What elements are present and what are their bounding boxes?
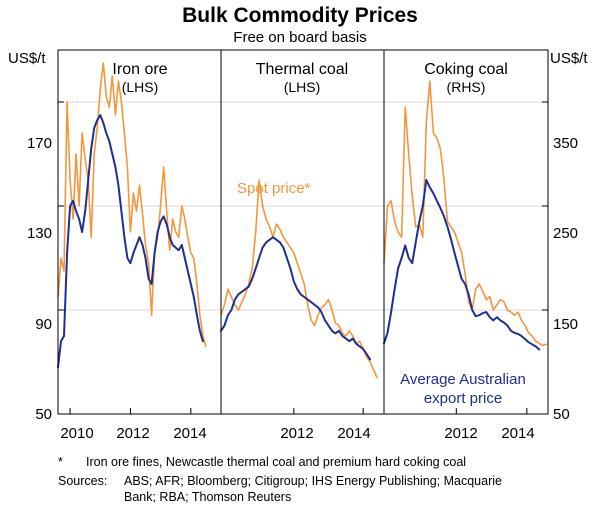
coking-coal-spot-price-line — [383, 80, 548, 347]
right-tick-label-350: 350 — [553, 135, 578, 152]
left-tick-label-50: 50 — [35, 406, 52, 423]
left-tick-label-130: 130 — [27, 225, 52, 242]
sources-label: Sources: — [58, 474, 107, 488]
spot-price-label: Spot price* — [237, 180, 311, 197]
sources-line-2: Bank; RBA; Thomson Reuters — [124, 490, 291, 504]
gridlines — [58, 101, 548, 311]
left-tick-label-90: 90 — [35, 316, 52, 333]
export-price-label-line2: export price — [424, 390, 502, 407]
panel-title-coking-coal: Coking coal — [424, 61, 508, 78]
iron-ore-export-price-line — [57, 114, 204, 369]
panel-title-thermal-coal: Thermal coal — [256, 61, 348, 78]
thermal-coal-spot-price-line — [220, 179, 378, 379]
left-axis-unit: US$/t — [8, 50, 46, 67]
x-tick-label-iron-2012: 2012 — [116, 425, 149, 442]
right-axis-unit: US$/t — [550, 50, 588, 67]
x-tick-label-coking-2012: 2012 — [444, 425, 477, 442]
panel-axis-thermal-coal: (LHS) — [284, 79, 321, 95]
x-tick-label-thermal-2012: 2012 — [280, 425, 313, 442]
chart-title: Bulk Commodity Prices — [182, 4, 418, 27]
x-tick-label-thermal-2014: 2014 — [337, 425, 370, 442]
left-tick-label-170: 170 — [27, 135, 52, 152]
axis-ticks — [58, 101, 548, 415]
footnote-marker: * — [58, 455, 63, 469]
footnote-text: Iron ore fines, Newcastle thermal coal a… — [86, 455, 466, 469]
panel-axis-iron-ore: (LHS) — [122, 79, 159, 95]
export-price-label-line1: Average Australian — [400, 371, 526, 388]
panel-title-iron-ore: Iron ore — [112, 61, 167, 78]
right-tick-label-150: 150 — [553, 316, 578, 333]
right-tick-label-250: 250 — [553, 225, 578, 242]
coking-coal-export-price-line — [383, 179, 541, 351]
sources-line-1: ABS; AFR; Bloomberg; Citigroup; IHS Ener… — [124, 474, 502, 488]
iron-ore-spot-price-line — [57, 62, 207, 348]
x-tick-label-coking-2014: 2014 — [501, 425, 534, 442]
x-tick-label-iron-2014: 2014 — [173, 425, 206, 442]
chart-subtitle: Free on board basis — [233, 29, 366, 46]
plot-frame — [57, 49, 549, 415]
series-layer — [57, 62, 548, 379]
x-tick-label-iron-2010: 2010 — [60, 425, 93, 442]
right-tick-label-50: 50 — [553, 406, 570, 423]
thermal-coal-export-price-line — [220, 236, 372, 361]
panel-axis-coking-coal: (RHS) — [447, 79, 486, 95]
